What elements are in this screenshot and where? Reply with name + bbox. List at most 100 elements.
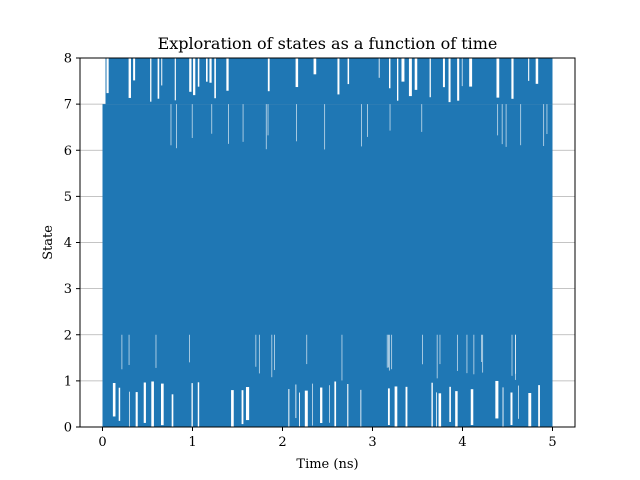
bottom-gap xyxy=(528,393,532,427)
y-tick-label: 8 xyxy=(64,52,72,67)
spike xyxy=(296,104,297,142)
top-gap xyxy=(161,58,163,86)
spike xyxy=(361,104,362,147)
top-gap xyxy=(414,58,418,90)
top-gap xyxy=(511,58,514,99)
bottom-gap xyxy=(495,380,499,419)
spike xyxy=(421,104,423,132)
bottom-gap xyxy=(449,386,451,422)
x-tick-label: 0 xyxy=(98,435,106,450)
y-tick-label: 4 xyxy=(64,236,72,251)
bottom-gap xyxy=(510,392,513,426)
top-gap xyxy=(442,58,445,88)
spike xyxy=(228,104,229,144)
bottom-gap xyxy=(118,387,121,421)
top-gap xyxy=(535,58,539,84)
y-tick-label: 6 xyxy=(64,144,72,159)
bottom-gap xyxy=(347,384,349,430)
bottom-gap xyxy=(431,382,433,427)
top-gap xyxy=(448,58,451,103)
spike xyxy=(386,334,388,368)
spike xyxy=(265,104,267,150)
spike xyxy=(439,334,441,365)
bottom-gap xyxy=(299,392,300,427)
y-tick-label: 3 xyxy=(64,282,72,297)
y-tick-label: 1 xyxy=(64,374,72,389)
bottom-gap xyxy=(455,391,458,433)
bottom-gap xyxy=(436,392,438,427)
spike xyxy=(511,334,513,376)
spike xyxy=(341,334,343,381)
spike xyxy=(501,104,503,145)
y-tick-label: 0 xyxy=(64,421,72,436)
spike xyxy=(211,104,213,134)
top-gap xyxy=(226,58,229,91)
bottom-gap xyxy=(329,385,330,423)
top-gap xyxy=(133,58,136,81)
bottom-gap xyxy=(320,387,323,424)
spike xyxy=(515,334,516,374)
spike xyxy=(422,334,423,365)
bottom-gap xyxy=(288,389,290,430)
bottom-gap xyxy=(405,386,408,431)
top-gap xyxy=(106,58,109,94)
top-gap xyxy=(128,58,131,98)
top-gap xyxy=(388,58,391,89)
spike xyxy=(391,334,393,370)
spike xyxy=(242,104,244,142)
top-gap xyxy=(193,58,196,96)
spike xyxy=(546,104,548,135)
top-gap xyxy=(189,58,192,92)
top-fill xyxy=(105,58,553,105)
gaps-bottom xyxy=(112,380,540,436)
series-group xyxy=(102,58,553,436)
bottom-gap xyxy=(112,383,116,417)
top-gap xyxy=(496,58,500,98)
spike xyxy=(436,334,438,379)
bottom-gap xyxy=(128,391,130,431)
x-tick-label: 5 xyxy=(548,435,556,450)
top-gap xyxy=(313,58,317,75)
top-gap xyxy=(378,58,380,78)
bottom-gap xyxy=(304,390,308,433)
top-gap xyxy=(429,58,431,98)
spikes xyxy=(121,104,548,381)
y-axis-ticks: 0 1 2 3 4 5 6 7 8 xyxy=(64,52,80,436)
spike xyxy=(324,104,326,150)
bottom-gap xyxy=(470,389,474,426)
top-gap xyxy=(337,58,340,95)
spike xyxy=(271,334,273,378)
top-gap xyxy=(209,58,212,83)
spike xyxy=(520,104,522,146)
bottom-gap xyxy=(312,383,313,426)
top-gap xyxy=(214,58,216,99)
y-axis-label: State xyxy=(41,225,56,260)
y-tick-label: 7 xyxy=(64,98,72,113)
spike xyxy=(456,334,458,371)
bottom-gap xyxy=(394,386,398,431)
spike xyxy=(543,104,545,147)
state-band xyxy=(102,104,553,427)
x-tick-label: 4 xyxy=(458,435,466,450)
spike xyxy=(128,334,130,366)
spike xyxy=(306,334,308,365)
spike xyxy=(367,104,368,137)
bottom-gap xyxy=(197,382,200,429)
bottom-gap xyxy=(387,388,390,426)
top-gap xyxy=(408,58,412,97)
top-gap xyxy=(197,58,200,87)
spike xyxy=(497,104,499,136)
spike xyxy=(189,334,190,363)
top-gap xyxy=(461,58,463,87)
spike xyxy=(255,334,257,367)
spike xyxy=(473,334,475,375)
x-tick-label: 1 xyxy=(188,435,196,450)
top-gap xyxy=(150,58,152,102)
spike xyxy=(274,334,275,371)
bottom-gap xyxy=(360,389,362,429)
top-gap xyxy=(174,58,176,101)
bottom-gap xyxy=(502,387,504,428)
bottom-gap xyxy=(160,383,164,426)
spike xyxy=(482,334,484,373)
